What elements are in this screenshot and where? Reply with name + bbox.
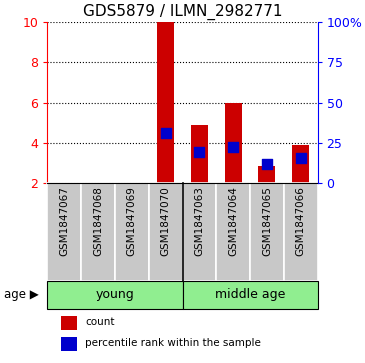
- Text: young: young: [96, 289, 134, 301]
- Bar: [47, 183, 81, 281]
- Text: GSM1847069: GSM1847069: [127, 186, 137, 256]
- Bar: [284, 183, 318, 281]
- Bar: [292, 145, 309, 183]
- Text: GSM1847063: GSM1847063: [195, 186, 204, 256]
- Text: GSM1847068: GSM1847068: [93, 186, 103, 256]
- Title: GDS5879 / ILMN_2982771: GDS5879 / ILMN_2982771: [83, 4, 282, 20]
- Bar: [182, 183, 216, 281]
- Bar: [182, 281, 318, 309]
- Text: GSM1847064: GSM1847064: [228, 186, 238, 256]
- Bar: [225, 102, 242, 183]
- Point: [298, 155, 304, 161]
- Bar: [61, 337, 77, 351]
- Text: age ▶: age ▶: [4, 289, 38, 301]
- Bar: [250, 183, 284, 281]
- Bar: [157, 22, 174, 183]
- Text: count: count: [85, 317, 115, 327]
- Bar: [191, 125, 208, 183]
- Bar: [258, 166, 275, 183]
- Point: [163, 130, 169, 136]
- Bar: [47, 281, 182, 309]
- Bar: [216, 183, 250, 281]
- Point: [264, 161, 270, 167]
- Text: GSM1847067: GSM1847067: [59, 186, 69, 256]
- Bar: [81, 183, 115, 281]
- Bar: [149, 183, 182, 281]
- Bar: [115, 183, 149, 281]
- Text: percentile rank within the sample: percentile rank within the sample: [85, 338, 261, 348]
- Text: GSM1847066: GSM1847066: [296, 186, 306, 256]
- Text: middle age: middle age: [215, 289, 285, 301]
- Text: GSM1847065: GSM1847065: [262, 186, 272, 256]
- Point: [196, 149, 202, 155]
- Bar: [61, 315, 77, 330]
- Point: [230, 144, 236, 150]
- Text: GSM1847070: GSM1847070: [161, 186, 170, 256]
